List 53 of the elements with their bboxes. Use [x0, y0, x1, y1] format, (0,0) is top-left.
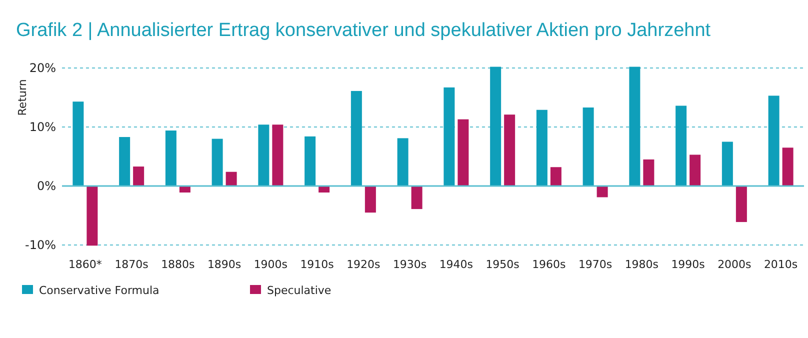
y-tick-label: 10%	[29, 120, 56, 134]
bar	[272, 124, 284, 186]
bar	[444, 87, 455, 186]
legend-label: Speculative	[267, 284, 332, 297]
bar	[722, 142, 733, 186]
bar	[411, 186, 422, 210]
y-tick-label: 0%	[36, 179, 56, 194]
bar	[212, 138, 223, 186]
bar	[782, 148, 794, 186]
x-tick-label: 1890s	[207, 258, 242, 271]
bar	[165, 130, 176, 186]
bar	[536, 110, 548, 186]
x-tick-label: 1940s	[439, 258, 474, 271]
bar	[458, 119, 469, 186]
bar	[490, 66, 502, 186]
x-tick-label: 1980s	[624, 258, 659, 271]
bar	[582, 108, 594, 186]
x-tick-label: 1960s	[532, 258, 566, 271]
bar	[119, 137, 130, 186]
bar	[397, 138, 408, 186]
x-tick-label: 1950s	[486, 258, 520, 271]
chart-title: Grafik 2 | Annualisierter Ertrag konservativer und spekulativer Aktien pro Jahrzehnt	[16, 20, 712, 41]
x-tick-label: 1990s	[671, 258, 706, 271]
x-tick-label: 1970s	[578, 258, 612, 271]
bar	[676, 106, 687, 186]
bar	[504, 114, 516, 186]
x-tick-label: 2000s	[718, 258, 752, 271]
legend-label: Conservative Formula	[39, 284, 160, 297]
x-tick-label: 1920s	[346, 258, 381, 271]
bar	[768, 96, 780, 186]
x-tick-label: 1910s	[300, 258, 334, 271]
x-tick-label: 1930s	[392, 258, 427, 271]
bar	[86, 186, 98, 246]
bar	[304, 136, 316, 186]
bar	[690, 154, 701, 186]
x-tick-label: 1870s	[114, 258, 149, 271]
bar	[643, 159, 654, 186]
y-tick-label: 20%	[29, 61, 56, 76]
bar	[736, 186, 747, 222]
bar	[350, 90, 362, 186]
x-tick-label: 1900s	[254, 258, 288, 271]
bar	[258, 124, 270, 186]
bar	[364, 186, 376, 213]
bar	[629, 66, 640, 186]
y-axis-title: Return	[16, 79, 29, 116]
y-tick-label: -10%	[24, 238, 56, 252]
bar	[72, 102, 84, 186]
x-tick-label: 1880s	[161, 258, 196, 271]
x-tick-label: 1860*	[68, 258, 102, 271]
bar	[133, 166, 144, 186]
bar	[226, 172, 237, 186]
x-tick-label: 2010s	[764, 258, 798, 271]
bar	[550, 167, 562, 186]
